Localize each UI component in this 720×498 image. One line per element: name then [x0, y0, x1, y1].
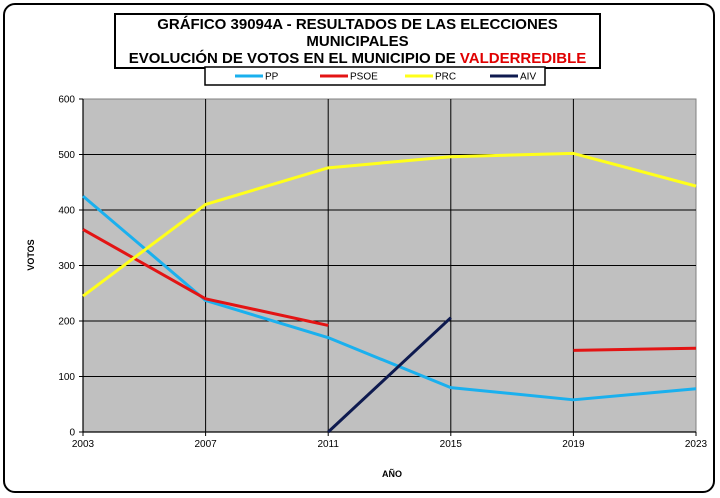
x-tick-label: 2015: [440, 439, 463, 450]
y-tick-label: 100: [58, 372, 75, 383]
y-tick-label: 200: [58, 317, 75, 328]
legend-box: [204, 66, 546, 86]
series-line-psoe: [82, 228, 329, 327]
y-axis-label: VOTOS: [26, 239, 36, 270]
series-line-pp: [82, 194, 697, 402]
chart-title: GRÁFICO 39094A - RESULTADOS DE LAS ELECC…: [157, 16, 558, 50]
x-tick-label: 2019: [562, 439, 585, 450]
x-tick-label: 2011: [317, 439, 339, 450]
x-tick-label: 2007: [194, 439, 217, 450]
chart-frame: [3, 3, 715, 493]
y-tick-label: 400: [58, 206, 75, 217]
series-line-prc: [82, 151, 697, 298]
series-line-aiv: [327, 316, 452, 434]
plot-area: 0 100 200 300 400 500 600 2003 2007 2011 2015 2019 2…: [58, 95, 707, 451]
y-tick-label: 0: [69, 428, 75, 439]
title-prefix: EVOLUCIÓN DE VOTOS EN EL MUNICIPIO DE: [128, 50, 460, 67]
municipality-name: VALDERREDIBLE: [459, 50, 587, 67]
legend-label-prc: PRC: [435, 72, 456, 83]
legend-label-aiv: AIV: [520, 72, 536, 83]
chart-title-line2: EVOLUCIÓN DE VOTOS EN EL MUNICIPIO DE VA…: [116, 50, 599, 67]
legend-label-pp: PP: [265, 72, 279, 83]
x-axis-label: AÑO: [382, 469, 402, 479]
legend: PP PSOE PRC AIV: [204, 66, 546, 86]
x-tick-label: 2023: [685, 439, 708, 450]
y-tick-label: 600: [58, 95, 75, 106]
series-line-psoe: [573, 346, 697, 352]
y-tick-label: 300: [58, 261, 75, 272]
y-tick-label: 500: [58, 150, 75, 161]
legend-label-psoe: PSOE: [350, 72, 378, 83]
x-tick-label: 2003: [72, 439, 95, 450]
